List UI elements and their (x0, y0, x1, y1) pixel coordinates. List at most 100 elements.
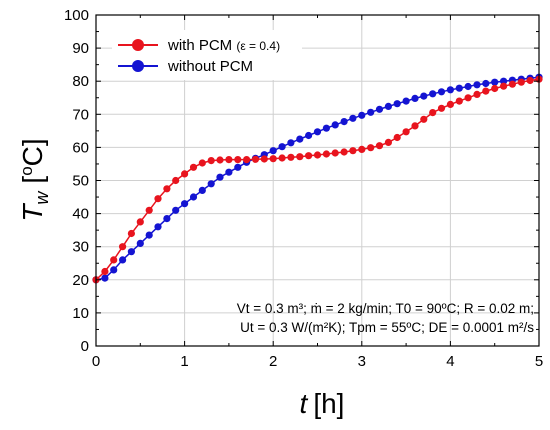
data-point-without-pcm (305, 131, 313, 140)
data-point-with-pcm (305, 152, 313, 160)
series-layer (92, 73, 543, 284)
y-tick-label: 90 (72, 40, 89, 57)
data-point-without-pcm (145, 231, 153, 239)
data-point-with-pcm (526, 76, 534, 85)
data-point-with-pcm (500, 82, 508, 90)
x-axis-title-main: t (300, 388, 309, 419)
data-point-without-pcm (287, 139, 295, 147)
data-point-without-pcm (393, 100, 401, 108)
legend-item-without-pcm: without PCM (118, 58, 253, 75)
data-point-without-pcm (181, 200, 189, 208)
data-point-with-pcm (198, 159, 206, 167)
data-point-without-pcm (375, 105, 384, 113)
y-tick-label: 0 (81, 338, 89, 355)
data-point-with-pcm (464, 94, 472, 102)
data-point-with-pcm (437, 104, 446, 112)
data-point-without-pcm (384, 102, 392, 110)
data-point-with-pcm (251, 155, 260, 163)
annotation-line-1: Vt = 0.3 m³; ṁ = 2 kg/min; T0 = 90ºC; R … (237, 301, 534, 316)
data-point-with-pcm (287, 153, 295, 161)
x-axis-title: t [h] (300, 388, 345, 419)
data-point-with-pcm (154, 195, 162, 203)
legend-box (112, 30, 302, 80)
data-point-with-pcm (207, 157, 215, 165)
data-point-without-pcm (464, 82, 472, 91)
parameter-annotation: Vt = 0.3 m³; ṁ = 2 kg/min; T0 = 90ºC; R … (237, 301, 535, 335)
y-tick-label: 100 (64, 7, 89, 24)
data-point-with-pcm (482, 87, 490, 95)
data-point-without-pcm (491, 78, 499, 86)
data-point-with-pcm (101, 267, 109, 276)
data-point-without-pcm (322, 124, 330, 132)
y-axis-title-rest: C] (17, 138, 48, 166)
data-point-without-pcm (500, 77, 508, 85)
data-point-with-pcm (517, 78, 525, 86)
series-without-pcm (92, 73, 543, 284)
data-point-with-pcm (136, 218, 144, 226)
data-point-without-pcm (136, 239, 144, 247)
data-point-with-pcm (216, 156, 224, 164)
data-point-without-pcm (269, 147, 277, 155)
y-tick-label: 50 (72, 173, 89, 190)
data-point-with-pcm (296, 153, 304, 161)
data-point-without-pcm (429, 90, 437, 98)
y-axis-title-sub: w (32, 191, 52, 205)
data-point-without-pcm (331, 121, 339, 129)
data-point-with-pcm (234, 156, 242, 164)
data-point-with-pcm (278, 154, 286, 162)
data-point-with-pcm (189, 163, 198, 171)
x-tick-label: 0 (92, 353, 100, 370)
series-line-with-pcm (95, 78, 540, 281)
data-point-with-pcm (349, 147, 357, 155)
data-point-without-pcm (402, 97, 410, 105)
series-line-without-pcm (95, 76, 540, 281)
data-point-with-pcm (367, 144, 375, 152)
data-point-with-pcm (127, 229, 135, 238)
data-point-without-pcm (482, 79, 490, 88)
ticks: 0 10 20 30 40 50 60 70 80 90 100 0 1 2 3 4 5 (64, 7, 543, 370)
data-point-with-pcm (455, 97, 463, 105)
data-point-with-pcm (358, 145, 366, 153)
x-tick-label: 3 (358, 353, 366, 370)
data-point-with-pcm (393, 133, 401, 142)
data-point-without-pcm (154, 223, 162, 231)
y-axis-title-sup: o (17, 166, 36, 175)
data-point-with-pcm (145, 206, 153, 214)
data-point-with-pcm (322, 150, 330, 158)
data-point-with-pcm (260, 155, 268, 163)
data-point-with-pcm (181, 170, 189, 178)
legend-label-with-pcm-sub: (ε = 0.4) (236, 39, 280, 53)
data-point-with-pcm (172, 176, 180, 185)
data-point-without-pcm (455, 84, 463, 92)
data-point-without-pcm (225, 168, 233, 176)
data-point-without-pcm (296, 135, 304, 143)
data-point-with-pcm (411, 122, 419, 130)
data-point-without-pcm (216, 173, 224, 181)
annotation-line-2: Ut = 0.3 W/(m²K); Tpm = 55ºC; DE = 0.000… (240, 320, 534, 335)
y-axis-title: Tw [oC] (17, 138, 52, 221)
data-point-with-pcm (313, 151, 322, 159)
x-tick-label: 2 (269, 353, 277, 370)
data-point-without-pcm (446, 86, 454, 94)
data-point-without-pcm (110, 266, 118, 274)
data-point-without-pcm (437, 88, 446, 96)
data-point-without-pcm (473, 81, 481, 89)
legend-marker-without-pcm (132, 60, 144, 72)
data-point-with-pcm (163, 185, 171, 193)
x-tick-label: 1 (180, 353, 188, 370)
data-point-with-pcm (402, 128, 410, 136)
data-point-with-pcm (384, 138, 392, 146)
data-point-with-pcm (331, 149, 339, 157)
data-point-with-pcm (110, 256, 118, 264)
data-point-without-pcm (101, 274, 109, 282)
y-tick-label: 30 (72, 239, 89, 256)
x-tick-label: 4 (446, 353, 454, 370)
legend-label-with-pcm-main: with PCM (167, 37, 232, 54)
data-point-with-pcm (225, 156, 233, 164)
data-point-without-pcm (172, 206, 180, 214)
data-point-with-pcm (375, 142, 384, 150)
data-point-without-pcm (127, 248, 135, 256)
data-point-with-pcm (491, 84, 499, 93)
y-tick-label: 10 (72, 305, 89, 322)
